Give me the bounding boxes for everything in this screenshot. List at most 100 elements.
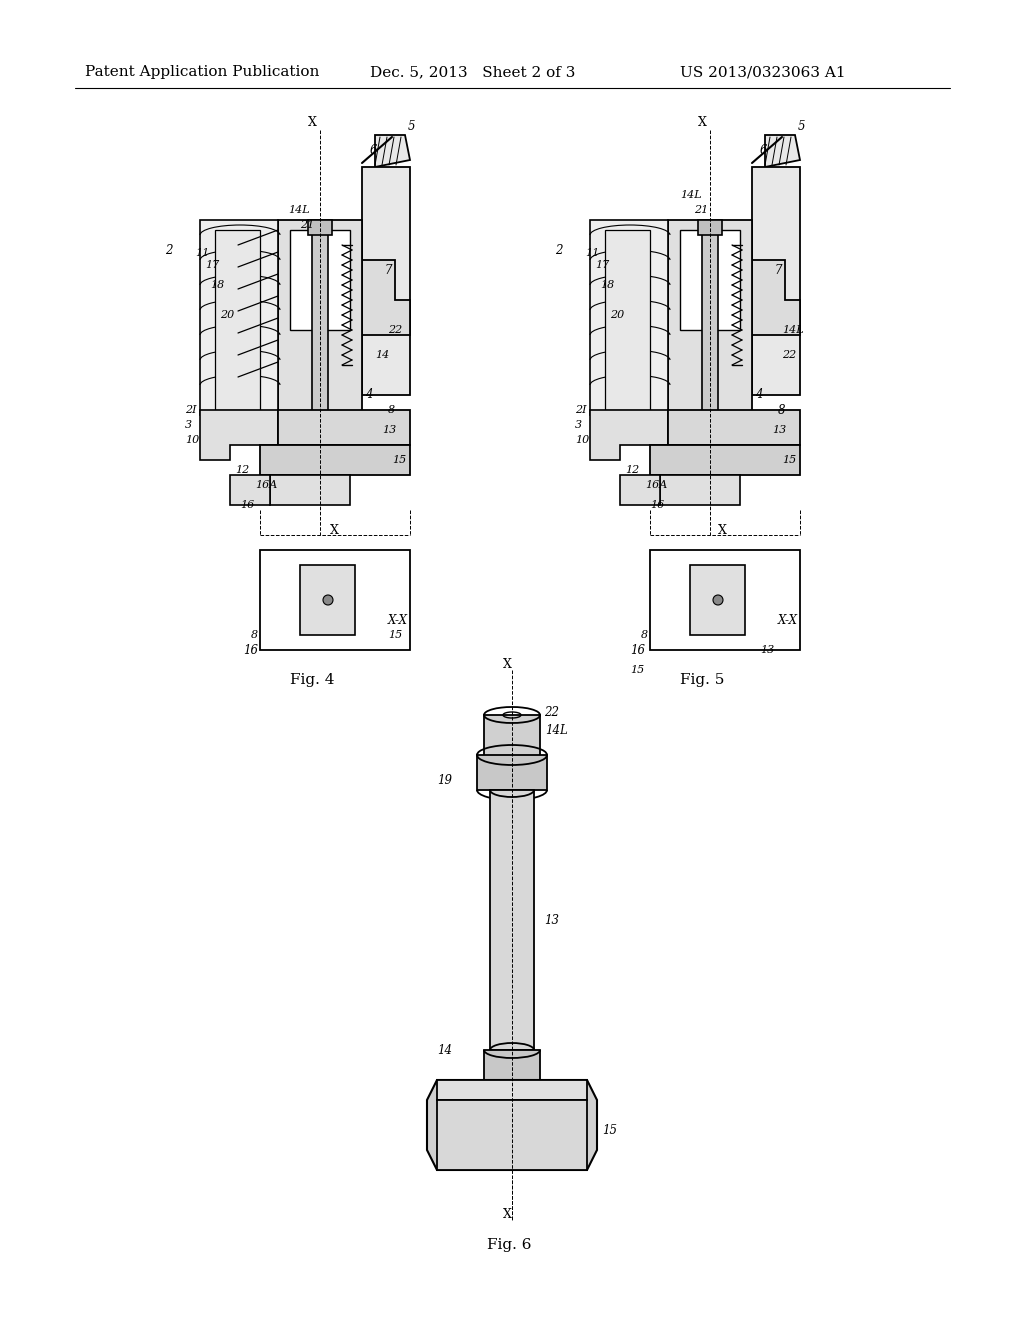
Text: 14L: 14L — [782, 325, 804, 335]
Text: 13: 13 — [760, 645, 774, 655]
Polygon shape — [278, 220, 362, 414]
Polygon shape — [427, 1080, 597, 1170]
Text: 16: 16 — [240, 500, 254, 510]
Bar — [650, 550, 800, 649]
Text: 15: 15 — [602, 1123, 617, 1137]
Polygon shape — [312, 230, 328, 425]
Polygon shape — [437, 1080, 587, 1100]
Text: X-X: X-X — [778, 614, 798, 627]
Text: 10: 10 — [575, 436, 589, 445]
Text: 5: 5 — [408, 120, 416, 133]
Polygon shape — [437, 1100, 587, 1170]
Polygon shape — [605, 230, 650, 411]
Text: 6: 6 — [370, 144, 378, 157]
Text: 11: 11 — [195, 248, 209, 257]
Text: 22: 22 — [388, 325, 402, 335]
Polygon shape — [477, 755, 547, 789]
Polygon shape — [752, 168, 800, 395]
Text: X: X — [697, 116, 707, 129]
Text: 4: 4 — [755, 388, 763, 401]
Text: 14: 14 — [375, 350, 389, 360]
Polygon shape — [590, 411, 668, 459]
Text: 2I: 2I — [575, 405, 587, 414]
Polygon shape — [308, 220, 332, 235]
Polygon shape — [752, 260, 800, 335]
Polygon shape — [484, 715, 540, 760]
Bar — [690, 565, 745, 635]
Text: 17: 17 — [205, 260, 219, 271]
Text: 4: 4 — [365, 388, 373, 401]
Text: 15: 15 — [392, 455, 407, 465]
Text: 13: 13 — [544, 913, 559, 927]
Polygon shape — [490, 789, 534, 1049]
Text: 7: 7 — [775, 264, 782, 276]
Text: 12: 12 — [625, 465, 639, 475]
Polygon shape — [200, 220, 278, 414]
Text: Fig. 6: Fig. 6 — [487, 1238, 531, 1251]
Text: 12: 12 — [234, 465, 249, 475]
Polygon shape — [375, 135, 410, 168]
Text: 8: 8 — [641, 630, 648, 640]
Text: 3: 3 — [185, 420, 193, 430]
Polygon shape — [620, 475, 660, 506]
Polygon shape — [200, 411, 278, 459]
Polygon shape — [668, 220, 752, 414]
Polygon shape — [698, 220, 722, 235]
Text: 13: 13 — [772, 425, 786, 436]
Text: 15: 15 — [388, 630, 402, 640]
Text: 16A: 16A — [255, 480, 278, 490]
Polygon shape — [278, 411, 410, 445]
Text: 14L: 14L — [545, 723, 567, 737]
Text: 16: 16 — [650, 500, 665, 510]
Text: 2: 2 — [165, 243, 172, 256]
Circle shape — [713, 595, 723, 605]
Text: 2: 2 — [555, 243, 562, 256]
Text: 2I: 2I — [185, 405, 197, 414]
Text: 18: 18 — [210, 280, 224, 290]
Text: X-X: X-X — [388, 614, 408, 627]
Polygon shape — [362, 260, 410, 335]
Text: 15: 15 — [630, 665, 644, 675]
Text: 8: 8 — [388, 405, 395, 414]
Polygon shape — [590, 220, 668, 414]
Polygon shape — [668, 411, 800, 445]
Polygon shape — [702, 230, 718, 425]
Text: X: X — [503, 659, 511, 672]
Text: 7: 7 — [385, 264, 392, 276]
Text: 22: 22 — [782, 350, 797, 360]
Polygon shape — [660, 475, 740, 506]
Text: Dec. 5, 2013   Sheet 2 of 3: Dec. 5, 2013 Sheet 2 of 3 — [370, 65, 575, 79]
Text: 14: 14 — [437, 1044, 452, 1056]
Text: US 2013/0323063 A1: US 2013/0323063 A1 — [680, 65, 846, 79]
Polygon shape — [484, 1049, 540, 1080]
Text: X: X — [307, 116, 316, 129]
Text: 16A: 16A — [645, 480, 668, 490]
Text: 20: 20 — [220, 310, 234, 319]
Polygon shape — [260, 445, 410, 475]
Text: Fig. 5: Fig. 5 — [680, 673, 724, 686]
Text: 20: 20 — [610, 310, 625, 319]
Text: 16: 16 — [243, 644, 258, 656]
Polygon shape — [680, 230, 740, 330]
Text: 19: 19 — [437, 774, 452, 787]
Text: Fig. 4: Fig. 4 — [290, 673, 335, 686]
Text: 8: 8 — [251, 630, 258, 640]
Text: 17: 17 — [595, 260, 609, 271]
Text: X: X — [330, 524, 339, 536]
Polygon shape — [650, 445, 800, 475]
Circle shape — [323, 595, 333, 605]
Text: 6: 6 — [760, 144, 768, 157]
Text: 16: 16 — [630, 644, 645, 656]
Text: X: X — [503, 1209, 511, 1221]
Text: 10: 10 — [185, 436, 200, 445]
Polygon shape — [765, 135, 800, 168]
Polygon shape — [230, 475, 270, 506]
Polygon shape — [270, 475, 350, 506]
Text: 11: 11 — [585, 248, 599, 257]
Polygon shape — [215, 230, 260, 411]
Text: 14L: 14L — [680, 190, 702, 201]
Text: 15: 15 — [782, 455, 797, 465]
Text: 5: 5 — [798, 120, 806, 133]
Text: X: X — [718, 524, 727, 536]
Text: 13: 13 — [382, 425, 396, 436]
